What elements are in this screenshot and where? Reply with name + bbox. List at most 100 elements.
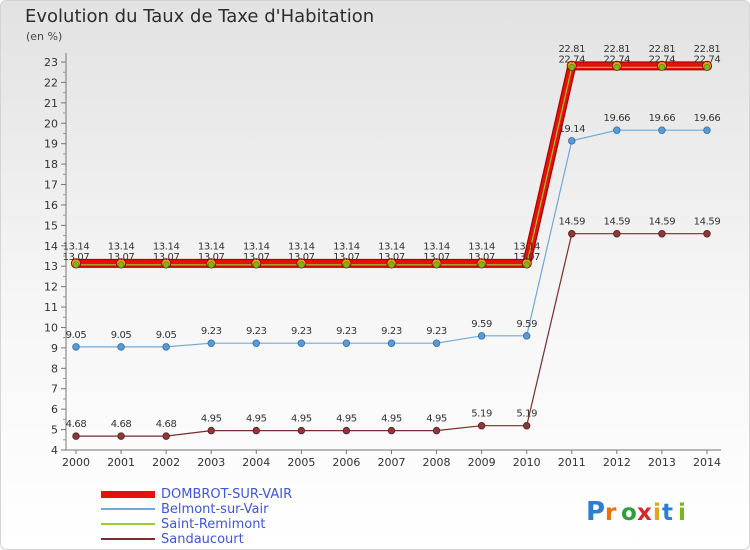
point-sandaucourt-2000: [72, 432, 80, 440]
point-sandaucourt-2011: [568, 230, 576, 238]
y-tick-label-9: 9: [51, 342, 58, 355]
point-saint-remimont-2003: [207, 261, 215, 269]
point-saint-remimont-2002: [162, 261, 170, 269]
data-label-sandaucourt-2004: 4.95: [246, 414, 267, 425]
point-saint-remimont-2010: [523, 261, 531, 269]
point-saint-remimont-2007: [388, 261, 395, 269]
point-saint-remimont-2001: [117, 261, 125, 269]
y-tick-label-12: 12: [44, 281, 58, 294]
x-tick-label-2000: 2000: [62, 456, 90, 469]
series-line-belmont: [76, 129, 707, 348]
point-belmont-2002: [162, 343, 170, 351]
data-label-dombrot-2014: 22.81: [694, 44, 721, 55]
legend-swatch-saint-remimont: [101, 523, 155, 526]
logo-letter: P: [586, 497, 605, 527]
point-saint-remimont-2011: [568, 64, 576, 71]
y-tick-label-6: 6: [51, 403, 58, 416]
legend-item-sandaucourt[interactable]: Sandaucourt: [101, 531, 292, 547]
data-label-dombrot-2009: 13.14: [468, 241, 495, 252]
x-tick-label-2010: 2010: [513, 456, 541, 469]
data-label-sandaucourt-2013: 14.59: [649, 217, 676, 228]
point-sandaucourt-2014: [703, 230, 711, 238]
y-tick-label-17: 17: [44, 179, 58, 192]
point-saint-remimont-2013: [658, 64, 666, 71]
point-sandaucourt-2013: [658, 230, 666, 238]
data-label-saint-remimont-2011: 22.74: [558, 54, 585, 65]
data-label-saint-remimont-2009: 13.07: [468, 252, 495, 263]
data-label-belmont-2005: 9.23: [291, 326, 312, 337]
point-belmont-2010: [523, 332, 531, 340]
point-belmont-2014: [703, 126, 711, 134]
data-label-saint-remimont-2000: 13.07: [63, 252, 90, 263]
data-label-dombrot-2004: 13.14: [243, 241, 270, 252]
data-label-saint-remimont-2010: 13.07: [513, 252, 540, 263]
data-label-dombrot-2005: 13.14: [288, 241, 315, 252]
legend-item-dombrot[interactable]: DOMBROT-SUR-VAIR: [101, 486, 293, 502]
x-tick-label-2007: 2007: [377, 456, 405, 469]
x-tick-label-2013: 2013: [648, 456, 676, 469]
data-label-dombrot-2013: 22.81: [649, 44, 676, 55]
y-tick-label-23: 23: [44, 56, 58, 69]
point-saint-remimont-2005: [298, 261, 305, 269]
data-label-dombrot-2008: 13.14: [423, 241, 450, 252]
data-label-saint-remimont-2007: 13.07: [378, 252, 405, 263]
logo-letter: t: [662, 500, 673, 526]
chart-title: Evolution du Taux de Taxe d'Habitation: [25, 6, 375, 27]
legend-label-dombrot: DOMBROT-SUR-VAIR: [161, 486, 293, 502]
data-label-saint-remimont-2008: 13.07: [423, 252, 450, 263]
point-sandaucourt-2004: [252, 426, 260, 435]
data-label-saint-remimont-2012: 22.74: [604, 54, 631, 65]
point-sandaucourt-2012: [613, 230, 621, 238]
x-tick-label-2004: 2004: [242, 456, 270, 469]
point-belmont-2006: [342, 339, 351, 347]
data-label-dombrot-2011: 22.81: [558, 44, 585, 55]
y-tick-label-16: 16: [44, 199, 58, 212]
data-label-dombrot-2006: 13.14: [333, 241, 360, 252]
point-saint-remimont-2008: [433, 261, 440, 269]
data-label-belmont-2012: 19.66: [604, 113, 631, 124]
data-label-saint-remimont-2014: 22.74: [694, 54, 721, 65]
point-saint-remimont-2004: [252, 261, 260, 269]
data-label-dombrot-2000: 13.14: [63, 241, 90, 252]
point-saint-remimont-2009: [478, 261, 485, 269]
legend-swatch-dombrot: [101, 490, 155, 498]
point-sandaucourt-2008: [432, 426, 441, 435]
x-tick-label-2005: 2005: [287, 456, 315, 469]
legend-item-belmont[interactable]: Belmont-sur-Vair: [101, 501, 292, 517]
x-tick-label-2011: 2011: [558, 456, 586, 469]
point-belmont-2008: [432, 339, 441, 347]
data-label-sandaucourt-2003: 4.95: [201, 414, 222, 425]
data-label-dombrot-2001: 13.14: [108, 241, 135, 252]
point-saint-remimont-2006: [343, 261, 350, 269]
point-sandaucourt-2010: [523, 421, 531, 430]
x-tick-label-2003: 2003: [197, 456, 225, 469]
data-label-dombrot-2007: 13.14: [378, 241, 405, 252]
legend-item-saint-remimont[interactable]: Saint-Remimont: [101, 516, 292, 532]
data-label-sandaucourt-2001: 4.68: [111, 419, 132, 430]
point-saint-remimont-2012: [613, 64, 621, 71]
point-sandaucourt-2006: [342, 426, 351, 435]
logo-letter: i: [653, 500, 661, 526]
data-label-belmont-2002: 9.05: [156, 330, 177, 341]
y-tick-label-20: 20: [44, 117, 58, 130]
data-label-sandaucourt-2010: 5.19: [516, 409, 537, 420]
y-tick-label-8: 8: [51, 362, 58, 375]
y-tick-label-4: 4: [51, 444, 58, 457]
legend-label-belmont: Belmont-sur-Vair: [161, 501, 269, 517]
logo-letter: i: [678, 500, 686, 526]
y-tick-label-13: 13: [44, 260, 58, 273]
data-label-dombrot-2012: 22.81: [604, 44, 631, 55]
data-label-sandaucourt-2002: 4.68: [156, 419, 177, 430]
data-label-sandaucourt-2012: 14.59: [604, 217, 631, 228]
data-label-belmont-2004: 9.23: [246, 326, 267, 337]
point-sandaucourt-2002: [162, 432, 170, 440]
data-label-dombrot-2010: 13.14: [513, 241, 540, 252]
x-tick-label-2009: 2009: [468, 456, 496, 469]
data-label-belmont-2014: 19.66: [694, 113, 721, 124]
point-belmont-2004: [252, 339, 260, 347]
legend-label-saint-remimont: Saint-Remimont: [161, 516, 266, 532]
data-label-sandaucourt-2011: 14.59: [558, 217, 585, 228]
data-label-saint-remimont-2004: 13.07: [243, 252, 270, 263]
x-tick-label-2008: 2008: [423, 456, 451, 469]
